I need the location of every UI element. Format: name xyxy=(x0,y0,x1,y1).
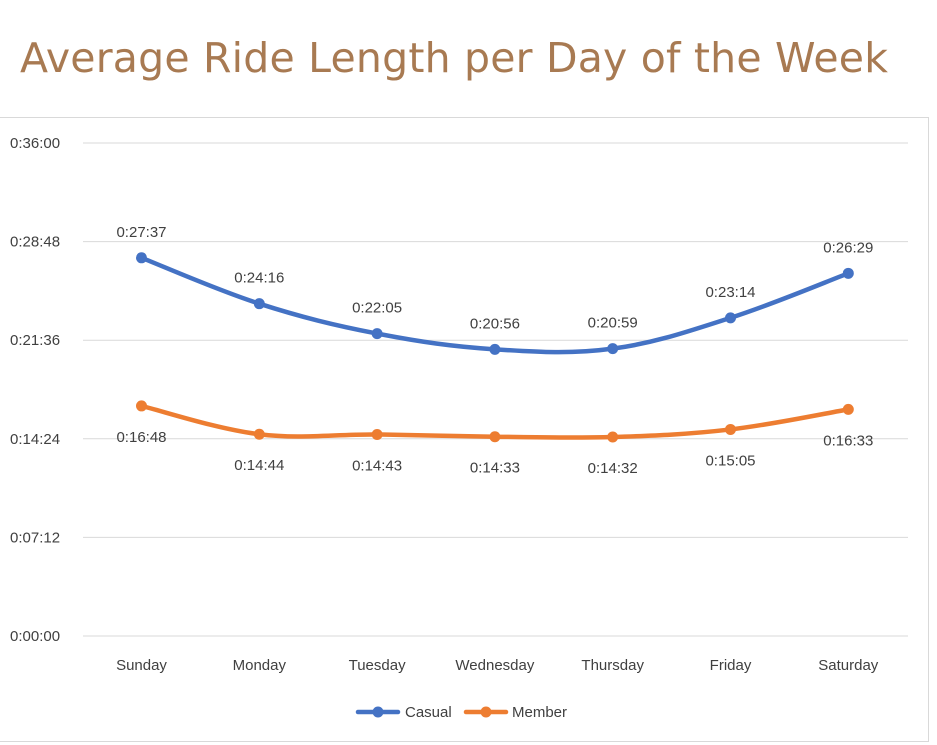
legend-label: Casual xyxy=(405,704,452,721)
x-tick-label: Tuesday xyxy=(349,657,406,674)
data-point xyxy=(607,431,619,443)
y-tick-label: 0:00:00 xyxy=(10,628,60,645)
y-tick-label: 0:28:48 xyxy=(10,234,60,251)
data-point xyxy=(842,267,854,279)
data-label: 0:14:33 xyxy=(470,460,520,477)
chart-frame xyxy=(0,117,929,742)
x-tick-label: Thursday xyxy=(581,657,644,674)
legend: Casual Member xyxy=(355,704,567,721)
y-tick-label: 0:21:36 xyxy=(10,332,60,349)
data-label: 0:27:37 xyxy=(116,224,166,241)
data-label: 0:16:33 xyxy=(823,432,873,449)
y-tick-label: 0:07:12 xyxy=(10,529,60,546)
data-label: 0:22:05 xyxy=(352,300,402,317)
data-label: 0:24:16 xyxy=(234,270,284,287)
data-labels: 0:27:37 0:24:16 0:22:05 0:20:56 0:20:59 0:23:… xyxy=(116,224,873,477)
series xyxy=(136,252,854,443)
data-point xyxy=(136,252,147,264)
legend-swatch-marker xyxy=(480,706,492,718)
data-point xyxy=(253,298,265,310)
y-tick-label: 0:14:24 xyxy=(10,431,60,448)
x-tick-label: Wednesday xyxy=(455,657,534,674)
data-point xyxy=(371,328,383,340)
data-point xyxy=(842,403,854,415)
data-point xyxy=(725,312,736,324)
data-label: 0:20:56 xyxy=(470,315,520,332)
data-point xyxy=(489,431,501,443)
data-label: 0:23:14 xyxy=(705,284,755,301)
y-tick-label: 0:36:00 xyxy=(10,135,60,152)
page-title: Average Ride Length per Day of the Week xyxy=(20,34,889,82)
data-label: 0:14:44 xyxy=(234,457,284,474)
data-point xyxy=(725,423,736,435)
data-point xyxy=(489,343,501,355)
data-label: 0:26:29 xyxy=(823,239,873,256)
data-point xyxy=(607,343,619,355)
data-point xyxy=(371,428,383,440)
data-point xyxy=(136,400,147,412)
x-tick-label: Friday xyxy=(710,657,752,674)
legend-label: Member xyxy=(512,704,567,721)
legend-swatch-marker xyxy=(372,706,384,718)
x-tick-label: Saturday xyxy=(818,657,879,674)
axis-labels: 0:00:00 0:07:12 0:14:24 0:21:36 0:28:48 0:36:… xyxy=(10,135,879,674)
data-label: 0:20:59 xyxy=(588,315,638,332)
data-point xyxy=(253,428,265,440)
x-tick-label: Sunday xyxy=(116,657,167,674)
data-label: 0:16:48 xyxy=(116,429,166,446)
data-label: 0:15:05 xyxy=(705,452,755,469)
x-tick-label: Monday xyxy=(233,657,287,674)
data-label: 0:14:32 xyxy=(588,460,638,477)
gridlines xyxy=(83,142,908,637)
data-label: 0:14:43 xyxy=(352,457,402,474)
